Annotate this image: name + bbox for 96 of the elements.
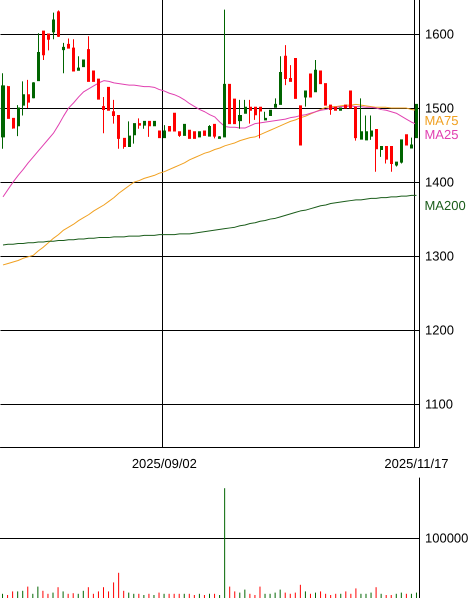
candlestick	[238, 99, 242, 130]
candlestick	[274, 98, 277, 108]
candlestick	[385, 146, 388, 164]
candlestick	[228, 84, 231, 124]
candlestick	[405, 134, 408, 146]
candlestick	[319, 70, 322, 84]
candlestick	[82, 59, 85, 68]
candlestick	[107, 86, 110, 111]
candlestick	[92, 70, 95, 82]
candlestick	[339, 108, 342, 111]
candlestick	[17, 104, 20, 137]
x-tick-label: 2025/09/02	[132, 456, 197, 471]
candlestick	[193, 131, 196, 139]
line-series	[2, 104, 417, 266]
line-series	[2, 194, 417, 246]
candlestick	[284, 44, 287, 86]
candlestick	[178, 131, 181, 138]
candlestick	[27, 79, 30, 109]
candlestick	[218, 136, 221, 139]
candlestick	[1, 72, 5, 150]
candlestick	[400, 139, 403, 164]
candlestick	[7, 85, 10, 119]
candlestick	[324, 83, 327, 106]
candlestick	[289, 64, 292, 82]
candlestick	[370, 114, 373, 140]
candlestick	[102, 96, 105, 134]
candlestick	[354, 106, 357, 142]
y-tick-label: 1300	[425, 248, 454, 264]
candlestick	[244, 99, 247, 114]
candlestick	[360, 98, 363, 140]
candlestick	[123, 138, 126, 150]
candlestick	[380, 146, 383, 158]
candlestick	[97, 78, 100, 100]
series-label: MA200	[424, 198, 466, 213]
y-tick-label: 1400	[425, 174, 454, 190]
candlestick	[264, 111, 267, 120]
candlestick	[375, 129, 378, 172]
candlestick	[77, 56, 80, 71]
y-tick-label: 100000	[425, 530, 468, 546]
candlestick	[309, 74, 312, 98]
candlestick	[203, 130, 206, 136]
candlestick	[254, 106, 257, 120]
candlestick	[390, 146, 393, 172]
candlestick	[87, 36, 90, 82]
candlestick	[153, 120, 156, 126]
candlestick	[223, 9, 226, 138]
x-tick-label: 2025/11/17	[384, 456, 449, 471]
candlestick	[12, 118, 15, 130]
candlestick	[32, 82, 35, 99]
candlestick	[22, 80, 25, 116]
candlestick	[37, 32, 40, 82]
candlestick	[173, 112, 176, 132]
line-series	[2, 80, 417, 198]
y-tick-label: 1100	[425, 396, 453, 412]
candlestick	[415, 104, 418, 138]
candlestick	[314, 59, 317, 92]
candlestick	[47, 34, 50, 51]
candlestick	[158, 130, 161, 138]
candlestick	[233, 98, 236, 124]
candlestick	[269, 110, 272, 116]
candlestick	[365, 114, 368, 140]
candlestick	[208, 124, 211, 137]
candlestick	[128, 120, 131, 148]
candlestick	[138, 118, 141, 130]
candlestick	[249, 99, 252, 124]
candlestick	[279, 56, 282, 105]
candlestick	[168, 126, 171, 132]
candlestick	[133, 123, 136, 144]
y-tick-label: 1200	[425, 322, 454, 338]
candlestick	[349, 90, 352, 109]
candlestick	[117, 114, 120, 150]
candlestick	[410, 137, 413, 149]
candlestick	[163, 124, 166, 138]
candlestick	[188, 130, 191, 139]
candlestick	[72, 38, 75, 72]
candlestick	[329, 104, 332, 116]
candlestick	[62, 42, 65, 74]
candlestick	[395, 162, 398, 168]
candlestick	[304, 90, 307, 108]
candlestick	[198, 131, 201, 138]
candlestick	[183, 124, 186, 136]
y-tick-label: 1600	[425, 26, 454, 42]
candlestick	[294, 58, 297, 99]
candlestick	[42, 30, 45, 60]
series-label: MA25	[424, 126, 458, 142]
candlestick	[213, 124, 216, 139]
candlestick	[67, 38, 70, 49]
candlestick	[148, 120, 151, 138]
candlestick	[299, 105, 302, 146]
candlestick	[334, 106, 337, 111]
candlestick	[52, 12, 55, 40]
candlestick	[344, 104, 347, 109]
candlestick	[143, 120, 146, 130]
candlestick	[57, 10, 60, 38]
candlestick	[112, 99, 115, 124]
candlestick	[259, 106, 262, 139]
